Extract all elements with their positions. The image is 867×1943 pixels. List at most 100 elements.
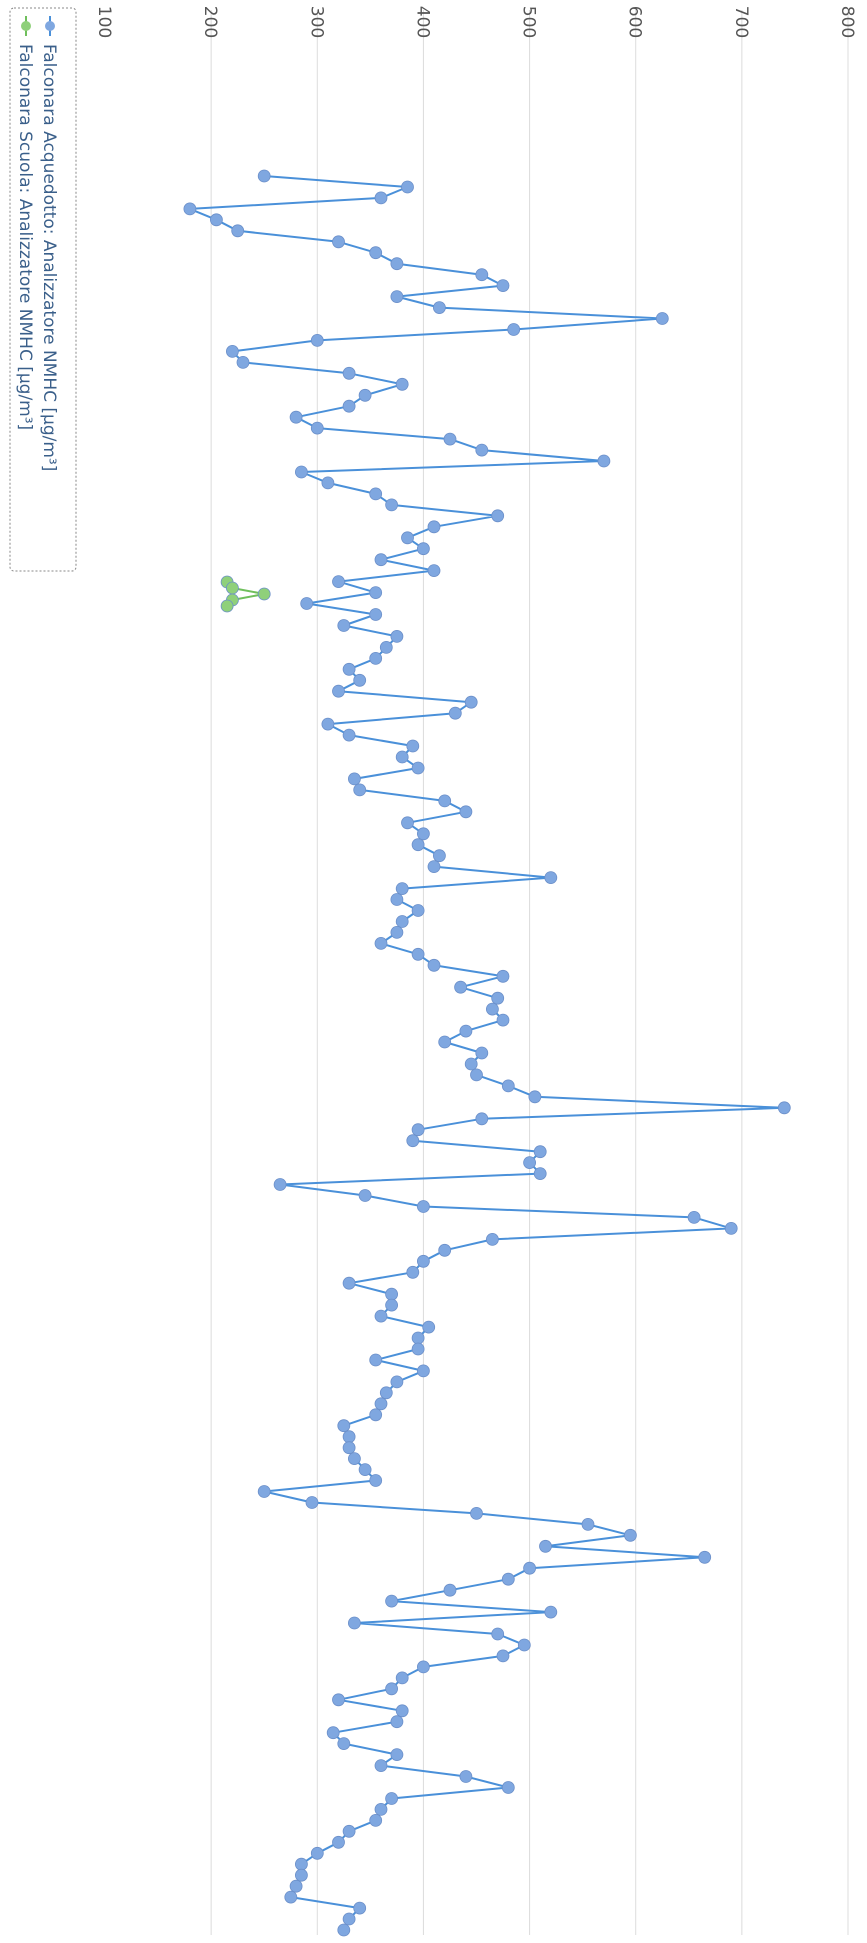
series-0-point-33[interactable] xyxy=(401,531,414,545)
series-0-point-110[interactable] xyxy=(390,1375,404,1389)
series-0-point-39[interactable] xyxy=(300,597,314,610)
series-0-point-72[interactable] xyxy=(427,958,441,972)
series-0-point-139[interactable] xyxy=(332,1693,345,1707)
series-0-point-158[interactable] xyxy=(353,1901,367,1915)
series-0-point-32[interactable] xyxy=(427,520,441,534)
series-0-point-23[interactable] xyxy=(310,421,324,435)
series-0-point-12[interactable] xyxy=(432,301,446,315)
series-0-point-102[interactable] xyxy=(385,1287,399,1301)
series-0-point-57[interactable] xyxy=(438,794,452,808)
series-0-point-24[interactable] xyxy=(443,432,457,446)
series-0-point-67[interactable] xyxy=(411,904,425,917)
series-0-point-41[interactable] xyxy=(337,619,351,632)
series-0-point-106[interactable] xyxy=(411,1331,425,1345)
series-0-point-151[interactable] xyxy=(342,1824,356,1838)
legend-item-scuola[interactable]: Falconara Scuola: Analizzatore NMHC [µg/… xyxy=(15,16,35,430)
series-0-point-26[interactable] xyxy=(597,454,611,468)
series-0-point-128[interactable] xyxy=(501,1572,515,1586)
series-0-point-17[interactable] xyxy=(236,355,250,369)
series-0-point-103[interactable] xyxy=(385,1298,399,1312)
series-0-point-85[interactable] xyxy=(777,1101,791,1115)
series-0-point-122[interactable] xyxy=(470,1507,483,1520)
series-0-point-104[interactable] xyxy=(374,1309,388,1323)
series-0-point-109[interactable] xyxy=(416,1364,430,1378)
series-0-point-82[interactable] xyxy=(470,1068,483,1082)
series-0-point-2[interactable] xyxy=(374,191,388,205)
series-0-point-58[interactable] xyxy=(459,805,473,819)
series-0-point-134[interactable] xyxy=(517,1638,531,1652)
series-0-point-89[interactable] xyxy=(533,1145,547,1159)
series-0-point-143[interactable] xyxy=(337,1737,351,1750)
series-0-point-91[interactable] xyxy=(533,1167,547,1180)
series-0-point-119[interactable] xyxy=(369,1474,383,1487)
series-0-point-52[interactable] xyxy=(406,739,420,753)
series-0-point-69[interactable] xyxy=(390,926,404,939)
series-0-point-111[interactable] xyxy=(379,1386,393,1400)
series-0-point-1[interactable] xyxy=(401,180,414,194)
series-0-point-74[interactable] xyxy=(454,980,468,994)
series-0-point-18[interactable] xyxy=(342,366,356,380)
series-0-point-159[interactable] xyxy=(342,1912,356,1926)
series-0-point-76[interactable] xyxy=(485,1002,499,1016)
series-0-point-140[interactable] xyxy=(395,1704,409,1718)
series-0-point-142[interactable] xyxy=(326,1726,340,1740)
series-0-point-83[interactable] xyxy=(501,1079,515,1093)
series-0-point-8[interactable] xyxy=(390,257,404,271)
series-0-point-116[interactable] xyxy=(342,1441,356,1455)
series-0-point-28[interactable] xyxy=(321,476,335,490)
legend-item-acquedotto[interactable]: Falconara Acquedotto: Analizzatore NMHC … xyxy=(39,16,59,471)
series-0-point-31[interactable] xyxy=(491,509,505,523)
series-0-point-114[interactable] xyxy=(337,1419,351,1433)
series-0-point-157[interactable] xyxy=(284,1890,298,1904)
series-0-point-108[interactable] xyxy=(369,1353,383,1367)
series-0-point-77[interactable] xyxy=(496,1013,510,1027)
series-0-point-105[interactable] xyxy=(422,1320,436,1334)
series-0-point-96[interactable] xyxy=(724,1222,738,1235)
series-0-point-51[interactable] xyxy=(342,728,356,742)
series-0-point-129[interactable] xyxy=(443,1583,457,1597)
series-0-point-86[interactable] xyxy=(475,1112,489,1126)
series-0-point-94[interactable] xyxy=(416,1200,430,1213)
series-0-point-97[interactable] xyxy=(485,1233,499,1246)
series-0-point-36[interactable] xyxy=(427,564,441,577)
series-1-point-4[interactable] xyxy=(220,599,234,613)
series-0-point-160[interactable] xyxy=(337,1923,351,1937)
series-0-point-149[interactable] xyxy=(374,1803,388,1816)
series-0-point-68[interactable] xyxy=(395,915,409,928)
series-0-point-61[interactable] xyxy=(411,838,425,852)
series-0-point-45[interactable] xyxy=(342,662,356,676)
series-0-point-81[interactable] xyxy=(464,1057,478,1071)
series-0-point-98[interactable] xyxy=(438,1243,452,1257)
series-0-point-43[interactable] xyxy=(379,641,393,654)
series-0-point-14[interactable] xyxy=(507,323,521,336)
series-0-point-138[interactable] xyxy=(385,1682,399,1696)
series-0-point-60[interactable] xyxy=(416,827,430,841)
series-0-point-130[interactable] xyxy=(385,1594,399,1608)
series-0-point-127[interactable] xyxy=(523,1561,536,1575)
series-0-point-141[interactable] xyxy=(390,1715,404,1729)
series-0-point-136[interactable] xyxy=(416,1660,430,1674)
series-0-point-11[interactable] xyxy=(390,290,404,304)
series-0-point-44[interactable] xyxy=(369,652,383,665)
series-0-point-148[interactable] xyxy=(385,1792,399,1805)
series-0-point-88[interactable] xyxy=(406,1134,420,1148)
series-0-point-7[interactable] xyxy=(369,246,383,260)
series-0-point-47[interactable] xyxy=(332,684,345,698)
series-0-point-71[interactable] xyxy=(411,947,425,961)
series-0-point-90[interactable] xyxy=(523,1156,536,1169)
series-0-point-65[interactable] xyxy=(395,882,409,895)
series-0-point-6[interactable] xyxy=(332,235,345,249)
series-0-point-27[interactable] xyxy=(294,465,308,479)
series-0-point-107[interactable] xyxy=(411,1342,425,1356)
series-0-point-152[interactable] xyxy=(332,1835,345,1849)
series-0-point-137[interactable] xyxy=(395,1671,409,1685)
series-0-point-153[interactable] xyxy=(310,1846,324,1860)
series-0-point-123[interactable] xyxy=(581,1518,595,1531)
series-1-point-1[interactable] xyxy=(225,581,239,595)
series-0-point-100[interactable] xyxy=(406,1265,420,1279)
series-0-point-84[interactable] xyxy=(528,1090,542,1104)
series-0-point-22[interactable] xyxy=(289,410,303,424)
series-0-point-4[interactable] xyxy=(209,213,223,227)
series-0-point-145[interactable] xyxy=(374,1759,388,1772)
series-0-point-56[interactable] xyxy=(353,783,367,797)
